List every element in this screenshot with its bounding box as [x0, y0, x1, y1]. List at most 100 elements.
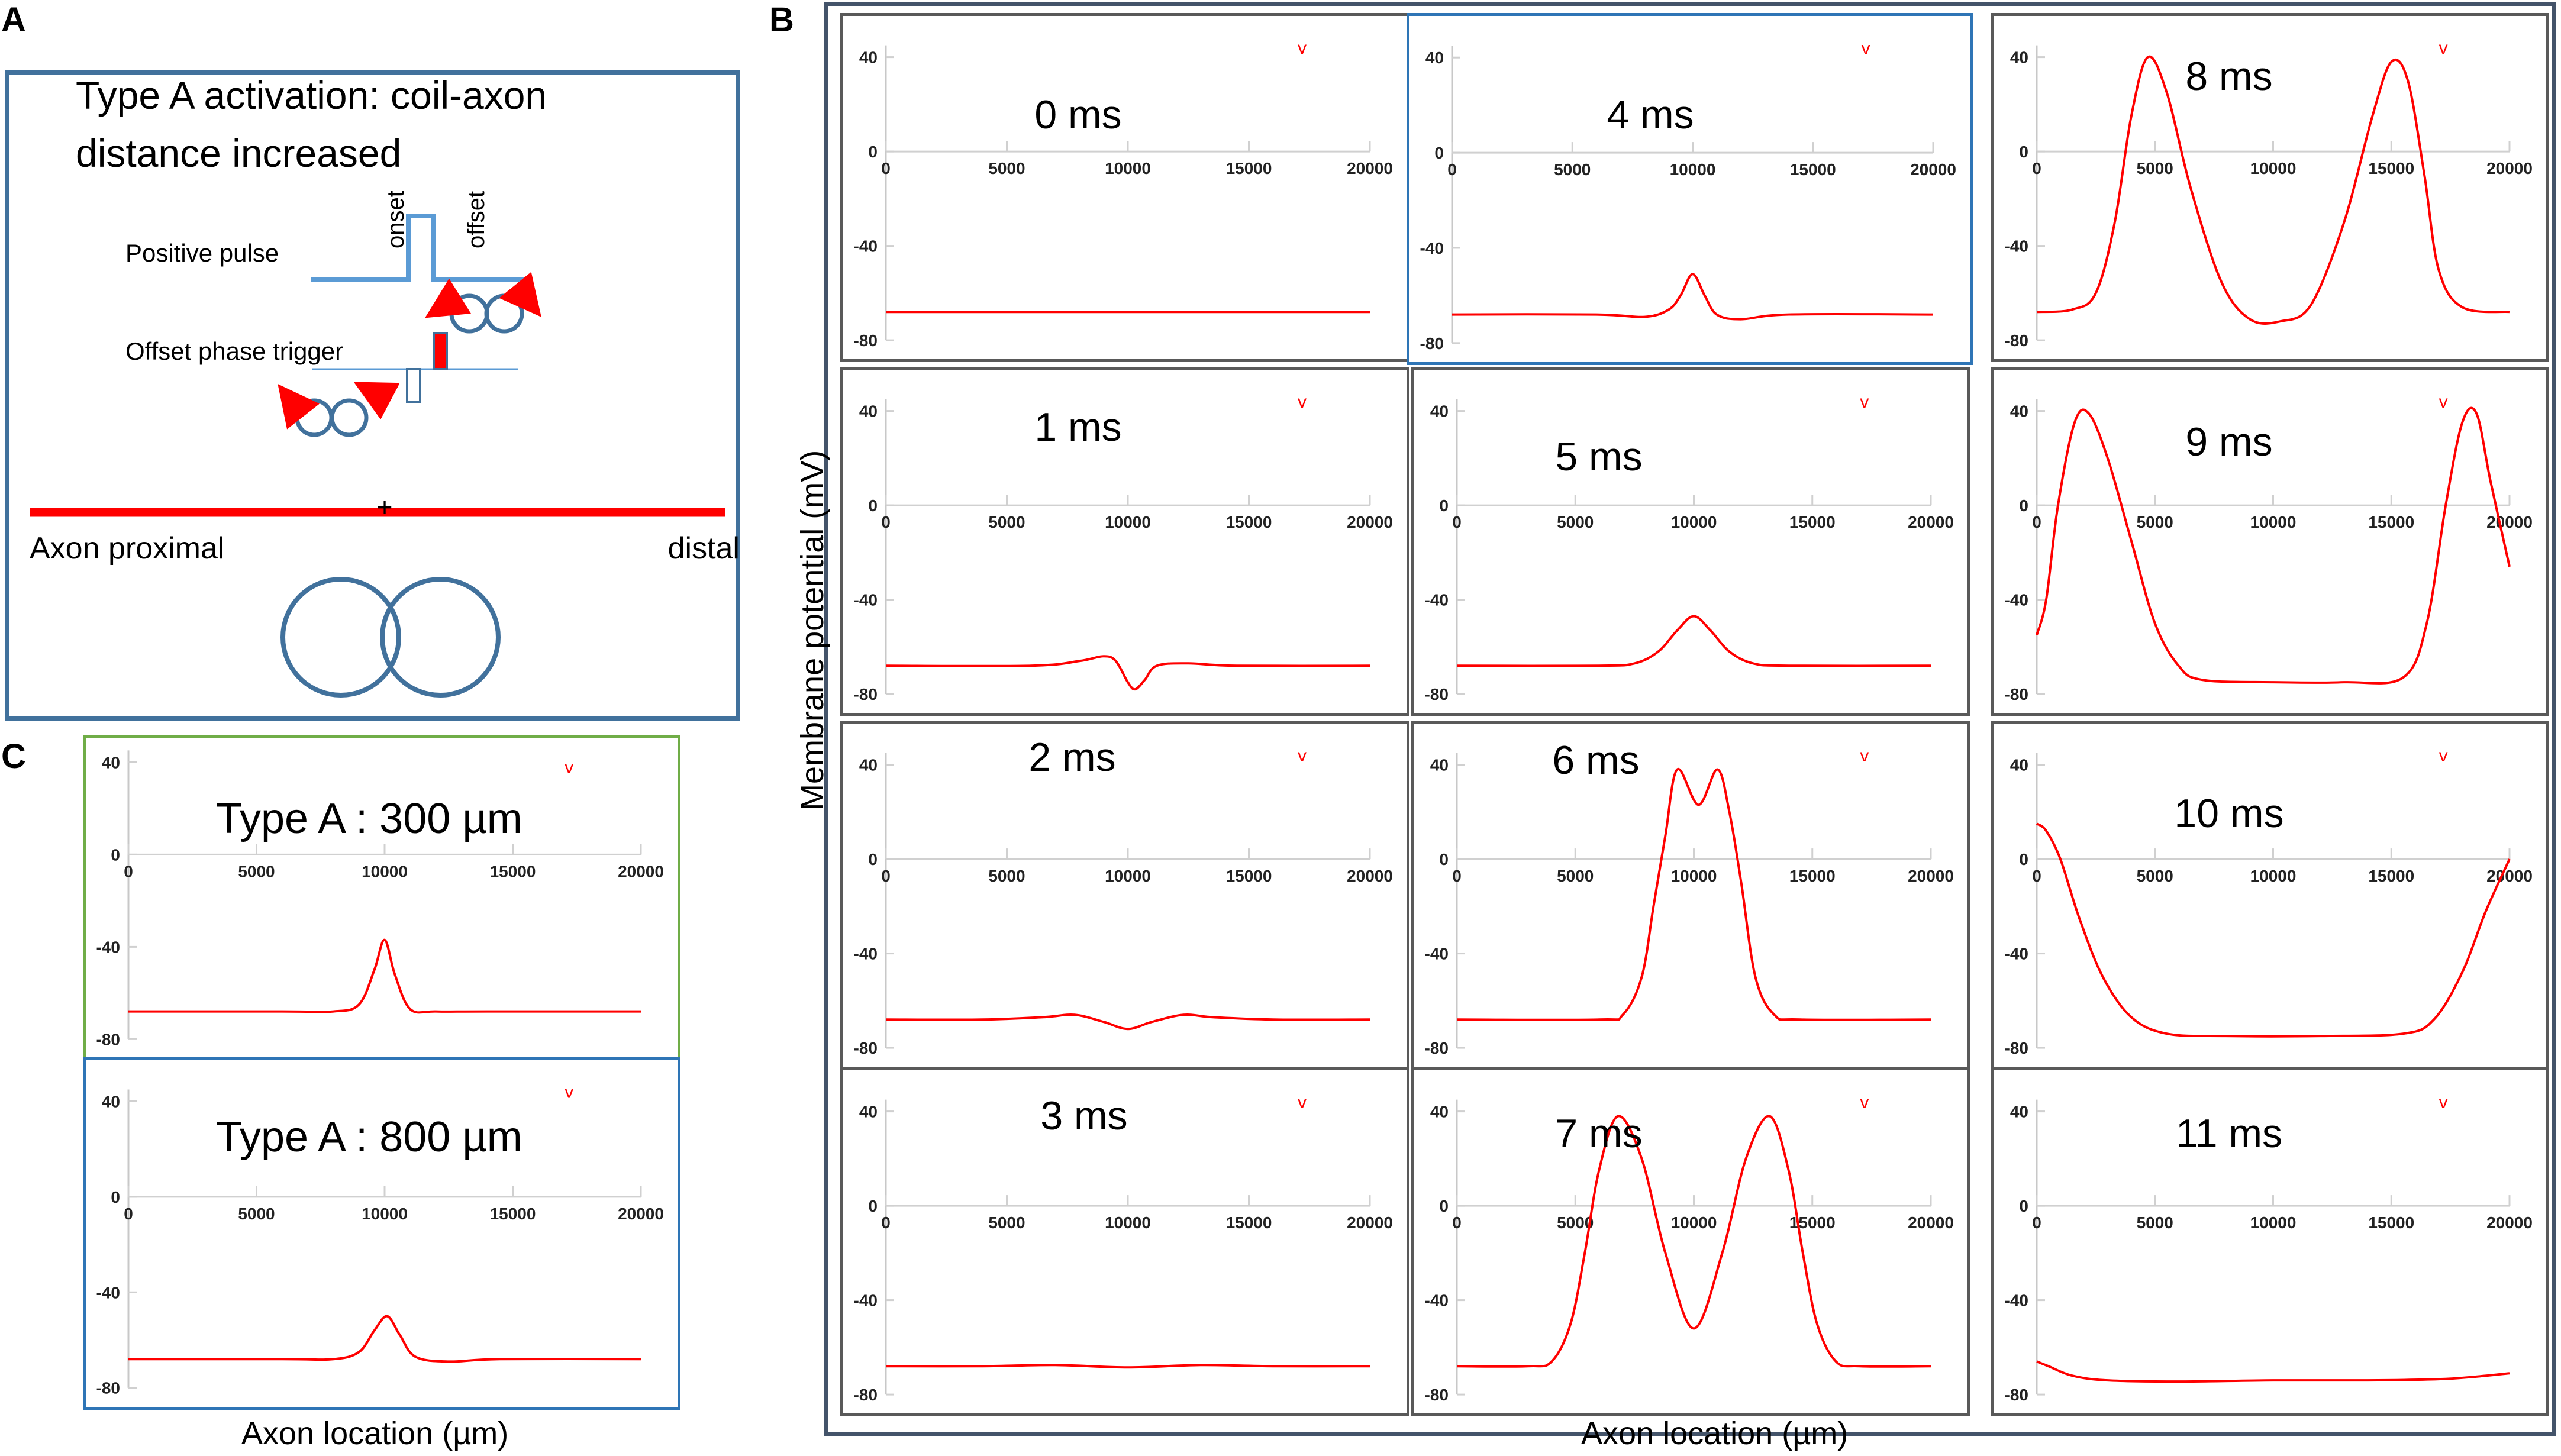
trigger-white-pulse — [406, 368, 421, 403]
main-coil-left-circle — [280, 577, 401, 698]
trigger-red-pulse — [433, 332, 448, 370]
chart-c300-time-label: Type A : 300 µm — [216, 795, 522, 842]
chart-b8-y-tick-label-3: -80 — [2005, 331, 2028, 350]
chart-b0-x-tick-label-2: 10000 — [1105, 159, 1151, 177]
chart-c800-x-tick-label-4: 20000 — [618, 1205, 664, 1223]
chart-b6-y-tick-label-3: -80 — [1425, 1039, 1449, 1057]
chart-b9-x-tick-label-3: 15000 — [2368, 513, 2414, 531]
chart-b0-x-tick-label-1: 5000 — [988, 159, 1025, 177]
arrow-upper-left — [425, 278, 472, 318]
chart-b7-series-0 — [1456, 1115, 1931, 1368]
chart-b6-y-tick-label-2: -40 — [1425, 945, 1449, 963]
chart-b9-series-0 — [2036, 406, 2511, 685]
chart-c300-x-tick-label-3: 15000 — [490, 862, 536, 880]
chart-b11-y-tick-label-3: -80 — [2005, 1386, 2028, 1404]
chart-c800-y-tick-label-2: -40 — [96, 1283, 120, 1302]
offset-label: offset — [463, 191, 489, 248]
chart-b3-series-0 — [885, 1364, 1370, 1369]
chart-b5-x-tick-label-3: 15000 — [1789, 513, 1836, 531]
chart-c800-y-tick-label-1: 0 — [111, 1188, 120, 1206]
upper-coil-left-circle — [449, 293, 489, 334]
upper-coil-right-circle — [484, 293, 524, 334]
subplot-b-3ms: 0 5000 10000 15000 20000 40 0 -40 -80 v 3 ms — [840, 1067, 1409, 1416]
chart-svg: 0 5000 10000 15000 20000 40 0 -40 -80 v Type A : 8… — [96, 1083, 664, 1397]
chart-b2-series-0 — [885, 1013, 1370, 1031]
chart-b1-y-tick-label-3: -80 — [854, 685, 878, 703]
chart-b8-x-tick-label-3: 15000 — [2368, 159, 2414, 177]
chart-b1-time-label: 1 ms — [1034, 405, 1121, 450]
diagram-title-line2: distance increased — [76, 131, 401, 175]
chart-b2-y-tick-label-1: 0 — [868, 850, 878, 869]
chart-b2-x-tick-label-2: 10000 — [1105, 867, 1151, 885]
chart-c800-y-tick-label-3: -80 — [96, 1379, 120, 1397]
chart-b9-y-tick-label-0: 40 — [2010, 402, 2028, 421]
chart-c800-x-tick-label-3: 15000 — [490, 1205, 536, 1223]
panel-label-b: B — [769, 1, 794, 39]
chart-b9-y-tick-label-1: 0 — [2019, 496, 2028, 515]
chart-b5-x-tick-label-4: 20000 — [1908, 513, 1954, 531]
chart-c800-y-tick-label-0: 40 — [102, 1092, 120, 1110]
chart-b9-y-tick-label-3: -80 — [2005, 685, 2028, 703]
chart-b9-x-tick-label-4: 20000 — [2486, 513, 2533, 531]
chart-b11-y-tick-label-1: 0 — [2019, 1197, 2028, 1215]
axon-proximal-label: Axon proximal — [30, 531, 224, 566]
onset-label: onset — [383, 191, 409, 248]
chart-b4-x-tick-label-2: 10000 — [1670, 160, 1716, 179]
chart-b10-time-label: 10 ms — [2174, 791, 2283, 836]
chart-b6-x-tick-label-1: 5000 — [1557, 867, 1594, 885]
chart-c300-x-tick-label-1: 5000 — [238, 862, 275, 880]
panel-a-svg: Type A activation: coil-axon distance in… — [30, 73, 740, 698]
chart-b1-y-tick-label-2: -40 — [854, 591, 878, 609]
chart-b4-y-tick-label-3: -80 — [1420, 334, 1444, 353]
chart-b7-x-tick-label-0: 0 — [1452, 1213, 1462, 1232]
chart-b1-x-tick-label-2: 10000 — [1105, 513, 1151, 531]
chart-b4-y-tick-label-2: -40 — [1420, 239, 1444, 257]
panel-label-c: C — [1, 737, 26, 776]
chart-b7-y-tick-label-3: -80 — [1425, 1386, 1449, 1404]
chart-b6-x-tick-label-2: 10000 — [1671, 867, 1717, 885]
axon-center-marker: + — [377, 492, 393, 522]
chart-b0-x-tick-label-4: 20000 — [1347, 159, 1393, 177]
panel-label-a: A — [1, 1, 26, 39]
chart-b10-x-tick-label-3: 15000 — [2368, 867, 2414, 885]
chart-b2-time-label: 2 ms — [1028, 735, 1115, 780]
chart-svg: 0 5000 10000 15000 20000 40 0 -40 -80 v 10 ms — [2005, 746, 2533, 1057]
lower-coil-right-circle — [330, 398, 369, 437]
chart-b7-y-tick-label-0: 40 — [1430, 1103, 1449, 1121]
chart-b10-x-tick-label-0: 0 — [2032, 867, 2041, 885]
chart-b7-time-label: 7 ms — [1555, 1111, 1642, 1156]
chart-svg: 0 5000 10000 15000 20000 40 0 -40 -80 v 2 ms — [854, 735, 1393, 1057]
chart-b1-y-tick-label-0: 40 — [859, 402, 878, 421]
chart-c300-x-tick-label-0: 0 — [124, 862, 133, 880]
chart-b10-y-tick-label-2: -40 — [2005, 945, 2028, 963]
chart-b8-y-tick-label-0: 40 — [2010, 49, 2028, 67]
chart-b5-y-tick-label-3: -80 — [1425, 685, 1449, 703]
chart-b0-time-label: 0 ms — [1034, 92, 1121, 137]
chart-b1-series-0 — [885, 655, 1370, 691]
chart-b7-marker: v — [1860, 1093, 1869, 1112]
chart-b2-y-tick-label-2: -40 — [854, 945, 878, 963]
chart-svg: 0 5000 10000 15000 20000 40 0 -40 -80 v 0 ms — [854, 38, 1393, 350]
chart-b1-marker: v — [1298, 392, 1307, 412]
chart-b1-x-tick-label-4: 20000 — [1347, 513, 1393, 531]
lower-coil-left-circle — [295, 398, 334, 437]
subplot-b-10ms: 0 5000 10000 15000 20000 40 0 -40 -80 v 10 ms — [1991, 721, 2549, 1070]
chart-b6-x-tick-label-4: 20000 — [1908, 867, 1954, 885]
chart-c800-x-tick-label-2: 10000 — [362, 1205, 408, 1223]
chart-b0-marker: v — [1298, 38, 1307, 58]
chart-b7-x-tick-label-4: 20000 — [1908, 1213, 1954, 1232]
chart-b6-marker: v — [1860, 746, 1869, 766]
axon-distal-label: distal — [668, 531, 740, 566]
chart-b3-y-tick-label-3: -80 — [854, 1386, 878, 1404]
chart-svg: 0 5000 10000 15000 20000 40 0 -40 -80 v 9 ms — [2005, 392, 2533, 703]
chart-c800-series-0 — [128, 1315, 641, 1363]
chart-b3-x-tick-label-4: 20000 — [1347, 1213, 1393, 1232]
chart-c300-marker: v — [565, 758, 573, 777]
offset-trigger-label: Offset phase trigger — [125, 337, 343, 365]
panel-c-x-axis-title: Axon location (µm) — [241, 1416, 509, 1451]
chart-b2-x-tick-label-1: 5000 — [988, 867, 1025, 885]
chart-b4-x-tick-label-1: 5000 — [1554, 160, 1591, 179]
chart-b3-x-tick-label-0: 0 — [881, 1213, 891, 1232]
chart-svg: 0 5000 10000 15000 20000 40 0 -40 -80 v Type A : 3… — [96, 750, 664, 1048]
chart-b10-series-0 — [2036, 822, 2511, 1038]
